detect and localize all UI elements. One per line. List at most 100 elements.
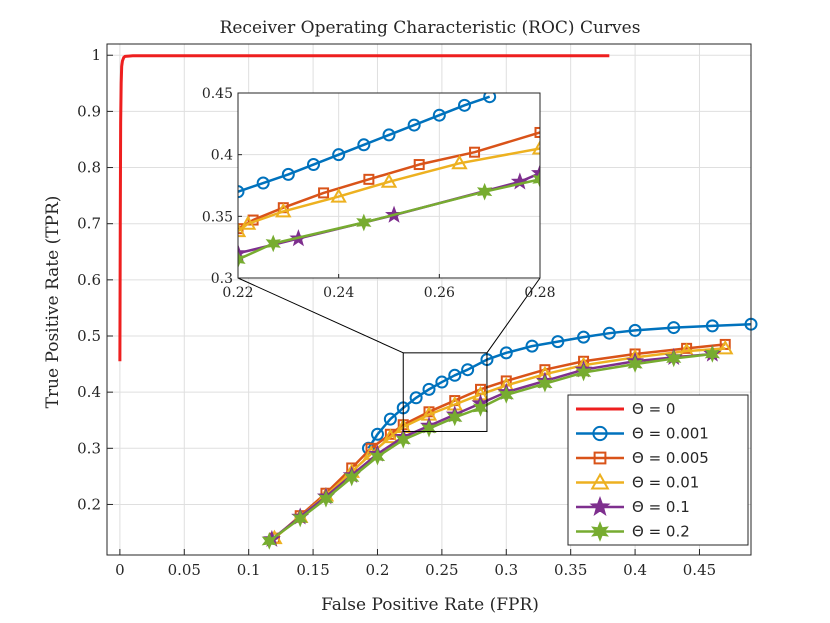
legend-label: Θ = 0.001 xyxy=(632,425,709,443)
hexagram-marker xyxy=(447,408,463,427)
hexagram-marker xyxy=(627,355,643,373)
zoom-connector-right xyxy=(486,277,541,354)
main-ticks: 0 0.05 0.1 0.15 0.2 0.25 0.3 0.35 0.4 0.450.20.30… xyxy=(77,46,716,579)
legend-entry: Θ = 0.01 xyxy=(576,472,699,492)
hexagram-marker xyxy=(356,213,372,232)
circle-marker xyxy=(525,339,539,353)
legend-entry: Θ = 0.005 xyxy=(576,449,709,467)
y-tick-label: 0.6 xyxy=(77,271,101,289)
triangle-marker xyxy=(239,215,257,230)
x-tick-label: 0.45 xyxy=(683,561,716,579)
hexagram-marker xyxy=(265,234,281,253)
triangle-marker xyxy=(275,202,292,218)
y-tick-label: 1 xyxy=(91,46,101,64)
inset-x-tick-label: 0.28 xyxy=(524,285,555,301)
hexagram-marker xyxy=(532,170,540,189)
triangle-marker xyxy=(380,173,398,188)
series-line xyxy=(118,54,610,362)
legend-label: Θ = 0.01 xyxy=(632,474,699,492)
circle-marker xyxy=(448,368,462,382)
inset-series xyxy=(238,93,540,269)
legend-entry: Θ = 0.2 xyxy=(576,521,690,542)
circle-marker xyxy=(551,335,565,349)
triangle-marker xyxy=(451,154,468,170)
square-marker xyxy=(593,451,607,465)
hexagram-marker xyxy=(238,250,246,269)
inset-y-tick-label: 0.45 xyxy=(202,86,233,102)
series-5 xyxy=(261,345,721,550)
circle-marker xyxy=(499,346,513,360)
triangle-marker xyxy=(531,139,540,155)
circle-marker xyxy=(409,391,423,405)
y-tick-label: 0.2 xyxy=(77,495,101,513)
triangle-marker xyxy=(382,428,399,444)
inset-series-0 xyxy=(238,93,497,199)
circle-marker xyxy=(357,138,371,152)
circle-marker xyxy=(705,319,719,333)
x-tick-label: 0.05 xyxy=(168,561,201,579)
circle-marker xyxy=(628,323,642,337)
inset-x-tick-label: 0.26 xyxy=(424,285,455,301)
inset-x-tick-label: 0.24 xyxy=(323,285,354,301)
square-marker xyxy=(469,146,481,158)
circle-marker xyxy=(281,167,295,181)
circle-marker xyxy=(370,427,384,441)
inset-series-line xyxy=(238,147,540,233)
x-tick-label: 0.35 xyxy=(554,561,587,579)
legend-label: Θ = 0.2 xyxy=(632,523,690,541)
y-tick-label: 0.8 xyxy=(77,159,101,177)
legend-entry: Θ = 0.001 xyxy=(576,425,709,443)
circle-marker xyxy=(461,363,475,377)
y-tick-label: 0.7 xyxy=(77,215,101,233)
star-marker xyxy=(510,172,529,190)
inset-background xyxy=(238,93,540,278)
x-tick-label: 0.2 xyxy=(366,561,390,579)
circle-marker xyxy=(407,118,421,132)
y-tick-label: 0.9 xyxy=(77,102,101,120)
legend-label: Θ = 0.005 xyxy=(632,449,709,467)
inset-series-line xyxy=(238,95,491,193)
hexagram-marker xyxy=(318,490,334,508)
circle-marker xyxy=(483,93,497,104)
y-axis-label: True Positive Rate (TPR) xyxy=(43,196,63,409)
hexagram-marker xyxy=(498,386,514,404)
x-tick-label: 0 xyxy=(115,561,125,579)
zoom-region xyxy=(402,352,488,432)
y-tick-label: 0.4 xyxy=(77,383,101,401)
y-tick-label: 0.5 xyxy=(77,327,101,345)
inset-series-2 xyxy=(238,139,540,238)
circle-marker xyxy=(382,128,396,142)
hexagram-marker xyxy=(537,374,553,393)
series-line xyxy=(273,347,726,540)
circle-marker xyxy=(238,185,245,199)
inset-y-tick-label: 0.4 xyxy=(211,148,233,164)
x-tick-label: 0.3 xyxy=(494,561,518,579)
series-line xyxy=(273,343,726,540)
hexagram-marker xyxy=(476,182,493,201)
x-axis-label: False Positive Rate (FPR) xyxy=(321,595,539,615)
circle-marker xyxy=(307,158,320,172)
circle-marker xyxy=(332,148,346,162)
square-marker xyxy=(413,159,425,171)
triangle-marker xyxy=(590,472,610,490)
circle-marker xyxy=(602,326,616,340)
hexagram-marker xyxy=(591,521,609,542)
circle-marker xyxy=(577,330,591,344)
circle-marker xyxy=(432,108,446,122)
circle-marker xyxy=(667,321,681,335)
circle-marker xyxy=(435,375,449,389)
hexagram-marker xyxy=(395,431,411,449)
star-marker xyxy=(589,495,611,516)
legend-label: Θ = 0 xyxy=(632,400,675,418)
circle-marker xyxy=(592,425,608,442)
zoom-connector-left xyxy=(237,277,404,354)
inset-plot: 0.22 0.24 0.26 0.28 0.3 0.35 0.4 0.45 xyxy=(202,86,556,301)
triangle-marker xyxy=(717,339,734,355)
chart-title: Receiver Operating Characteristic (ROC) … xyxy=(220,18,641,38)
circle-marker xyxy=(422,382,436,396)
hexagram-marker xyxy=(369,447,386,466)
legend-entry: Θ = 0 xyxy=(576,400,675,418)
triangle-marker xyxy=(330,188,347,203)
legend-label: Θ = 0.1 xyxy=(632,498,690,516)
